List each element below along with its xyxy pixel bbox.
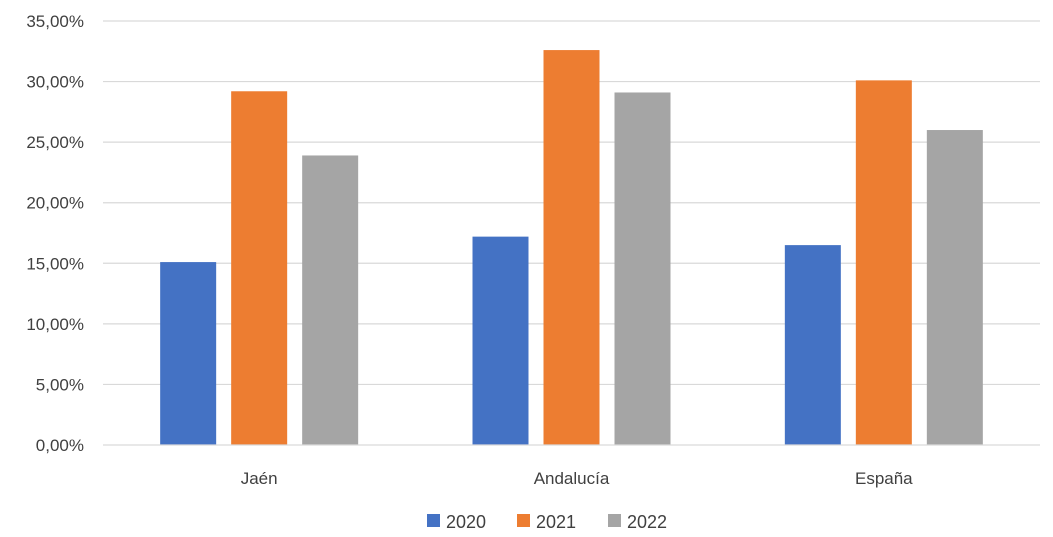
x-category-label: Andalucía bbox=[534, 469, 610, 488]
y-tick-label: 15,00% bbox=[26, 254, 84, 273]
y-tick-label: 30,00% bbox=[26, 73, 84, 92]
bar-2022-0 bbox=[302, 155, 359, 445]
x-category-label: Jaén bbox=[241, 469, 278, 488]
bar-2021-1 bbox=[543, 50, 600, 446]
bar-2021-2 bbox=[855, 80, 912, 446]
legend: 2020 2021 2022 bbox=[427, 512, 667, 532]
y-tick-label: 0,00% bbox=[36, 436, 84, 455]
y-tick-label: 20,00% bbox=[26, 194, 84, 213]
y-tick-label: 35,00% bbox=[26, 12, 84, 31]
legend-label: 2022 bbox=[627, 512, 667, 532]
y-tick-label: 10,00% bbox=[26, 315, 84, 334]
bar-2021-0 bbox=[231, 91, 288, 446]
y-tick-label: 5,00% bbox=[36, 375, 84, 394]
legend-swatch bbox=[608, 514, 621, 527]
category-labels: Jaén Andalucía España bbox=[241, 469, 913, 488]
y-axis-tick-labels: 0,00% 5,00% 10,00% 15,00% 20,00% 25,00% 30,00%… bbox=[26, 12, 84, 455]
bar-2022-2 bbox=[926, 130, 983, 445]
x-category-label: España bbox=[855, 469, 913, 488]
bar-2020-1 bbox=[472, 236, 529, 445]
legend-swatch bbox=[427, 514, 440, 527]
bar-2020-2 bbox=[784, 245, 841, 445]
bar-2022-1 bbox=[614, 92, 671, 445]
legend-label: 2021 bbox=[536, 512, 576, 532]
y-tick-label: 25,00% bbox=[26, 133, 84, 152]
legend-label: 2020 bbox=[446, 512, 486, 532]
bar-2020-0 bbox=[160, 262, 217, 445]
bars bbox=[160, 50, 983, 446]
legend-swatch bbox=[517, 514, 530, 527]
